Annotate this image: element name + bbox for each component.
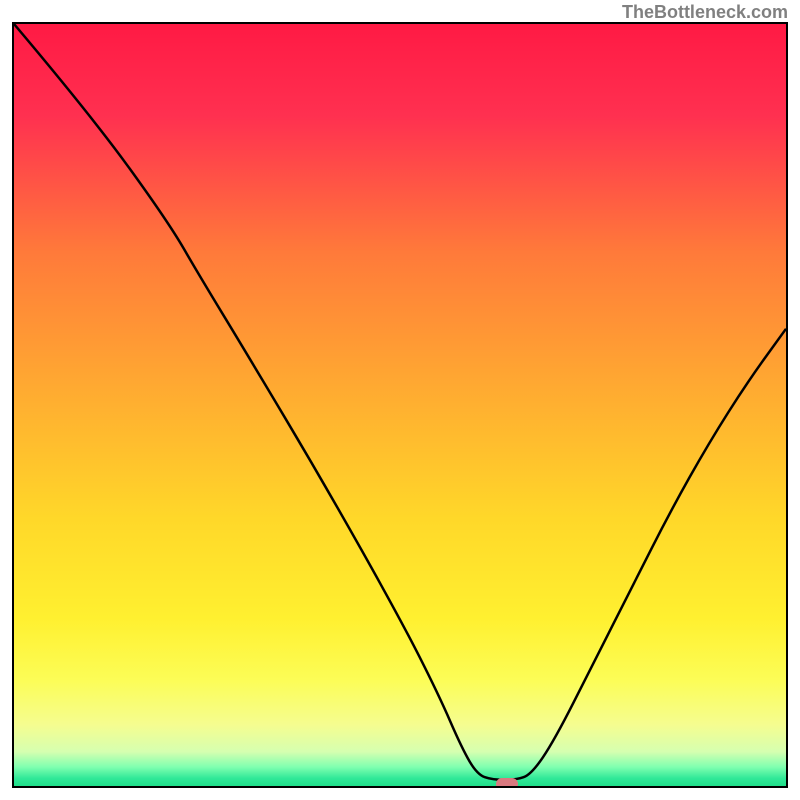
bottleneck-curve	[14, 24, 786, 786]
bottleneck-minimum-marker	[496, 778, 518, 788]
bottleneck-chart	[12, 22, 788, 788]
watermark-text: TheBottleneck.com	[622, 2, 788, 23]
